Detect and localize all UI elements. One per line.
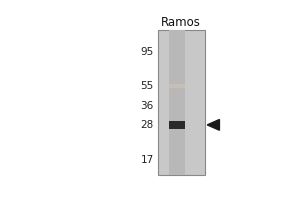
Polygon shape bbox=[207, 119, 219, 130]
Bar bbox=[169, 30, 185, 175]
Bar bbox=[169, 121, 185, 129]
Text: 55: 55 bbox=[140, 81, 154, 91]
Text: 17: 17 bbox=[140, 155, 154, 165]
Text: 95: 95 bbox=[140, 47, 154, 57]
Text: Ramos: Ramos bbox=[160, 16, 200, 29]
Text: 36: 36 bbox=[140, 101, 154, 111]
Bar bbox=[158, 30, 205, 175]
Bar bbox=[169, 84, 185, 88]
Text: 28: 28 bbox=[140, 120, 154, 130]
